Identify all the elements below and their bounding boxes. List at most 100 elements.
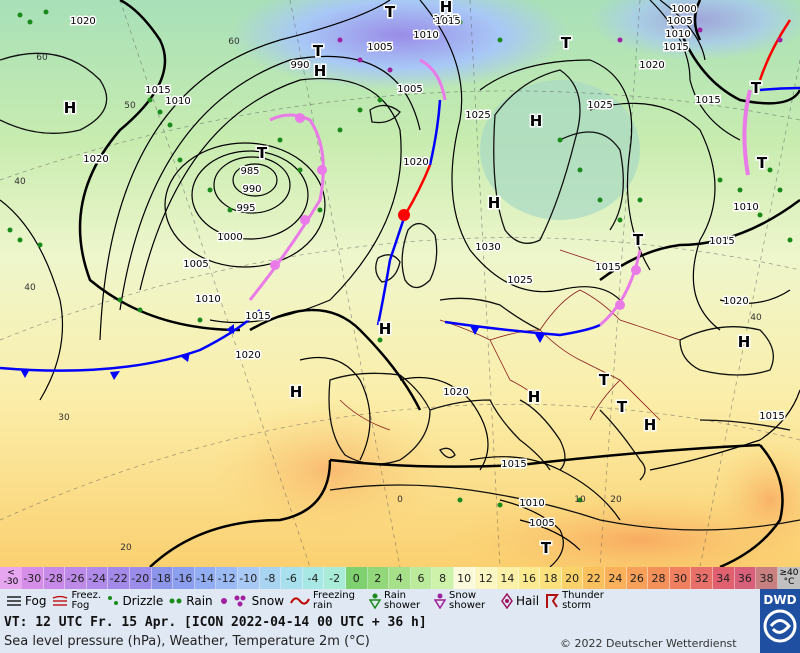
isobar-label: 1020 (723, 296, 748, 307)
temperature-label: 20 (120, 543, 132, 553)
isobar-label: 1010 (519, 498, 544, 509)
isobar-label: 1015 (433, 14, 458, 25)
scale-cell: 6 (410, 567, 433, 589)
legend-rain-label: Rain (186, 594, 213, 608)
rain-shower-icon (369, 593, 382, 609)
scale-cell: -2 (324, 567, 346, 589)
isobars-1015-bold (78, 0, 800, 567)
legend-hail: Hail (501, 593, 539, 609)
isobar-label: 985 (240, 166, 259, 177)
occlusion-russia (742, 89, 752, 176)
freezing-fog-icon (53, 595, 68, 606)
temperature-label: 60 (228, 37, 240, 47)
legend-freezing-rain: Freezing rain (290, 591, 363, 611)
dwd-logo-text: DWD (763, 593, 797, 607)
rain-dots (7, 9, 793, 508)
low-pressure-label: T (385, 3, 396, 21)
scale-cell: -8 (259, 567, 282, 589)
warm-front-bump (398, 209, 410, 221)
legend-snow-shower-label: Snow shower (449, 590, 486, 611)
scale-cell: -22 (108, 567, 130, 589)
scale-low-bottom: -30 (3, 577, 19, 587)
rain-icon (169, 598, 182, 604)
scale-unit-bottom: °C (783, 577, 795, 587)
snow-icon (220, 595, 246, 607)
scale-cell: 4 (389, 567, 411, 589)
valid-time: VT: 12 UTC Fr. 15 Apr. [ICON 2022-04-14 … (4, 615, 427, 630)
scale-cell: 2 (367, 567, 390, 589)
low-pressure-label: T (751, 79, 762, 97)
legend-rain-shower-label: Rain shower (384, 590, 421, 611)
low-pressure-label: T (313, 42, 324, 60)
high-pressure-label: H (488, 194, 501, 212)
legend-drizzle: Drizzle (107, 594, 163, 608)
scale-cell: 32 (691, 567, 713, 589)
high-pressure-label: H (290, 383, 303, 401)
isobar-label: 1025 (507, 275, 532, 286)
isobar-label: 990 (242, 184, 261, 195)
scale-low-top: < (7, 568, 15, 578)
country-borders (339, 249, 681, 431)
africa-warm-area (440, 490, 800, 567)
scale-cell: -30 (22, 567, 44, 589)
high-pressure-label: H (738, 333, 751, 351)
scale-unit-top: ≥40 (779, 568, 799, 578)
scale-cell: -26 (65, 567, 87, 589)
scale-cell: -6 (281, 567, 303, 589)
isobar-label: 1010 (733, 202, 758, 213)
scale-cell: -12 (216, 567, 238, 589)
isobar-label: 990 (290, 60, 309, 71)
scandinavia-cool-area (480, 80, 640, 220)
drizzle-icon (108, 596, 119, 605)
scale-cell: 14 (497, 567, 519, 589)
cold-front-biscay (376, 214, 407, 326)
legend-rain-shower: Rain shower (369, 591, 428, 611)
scale-cell: 16 (518, 567, 541, 589)
scale-cell: -28 (43, 567, 66, 589)
occlusion-low-marks (270, 113, 327, 270)
cold-front-north (428, 99, 442, 166)
isobar-label: 1015 (759, 411, 784, 422)
scale-low-cell: < -30 (0, 567, 22, 589)
scale-cell: -18 (151, 567, 174, 589)
scale-unit-cell: ≥40 °C (778, 567, 800, 589)
legend-thunderstorm: Thunder storm (545, 591, 608, 611)
cold-front-central-europe-teeth (470, 326, 545, 343)
isobar-label: 1010 (195, 294, 220, 305)
scale-cell: -4 (302, 567, 325, 589)
cold-front-russia (759, 86, 800, 92)
scale-cell: 10 (453, 567, 476, 589)
scale-cell: 8 (432, 567, 454, 589)
low-pressure-label: T (257, 144, 268, 162)
high-pressure-label: H (440, 0, 453, 16)
isobar-label: 1015 (501, 459, 526, 470)
scale-cell: -10 (237, 567, 260, 589)
high-pressure-label: H (528, 388, 541, 406)
isobar-label: 1010 (165, 96, 190, 107)
isobar-label: 1015 (695, 95, 720, 106)
temperature-scale: < -30 -30 -28 -26 -24 -22 -20 -18 -16 -14 -12 -10-… (0, 567, 800, 589)
scale-cell: 36 (734, 567, 757, 589)
symbol-legend: Fog Freez. Fog Drizzle Rain Snow Freezin… (0, 589, 760, 613)
scale-cell: -24 (86, 567, 109, 589)
coastlines (0, 52, 800, 531)
scale-cell: 38 (756, 567, 778, 589)
isobar-label: 1020 (83, 154, 108, 165)
scale-cell: 12 (475, 567, 498, 589)
scale-cell: 22 (583, 567, 606, 589)
isobar-label: 1020 (403, 157, 428, 168)
scale-cell: 34 (713, 567, 735, 589)
temperature-label: 10 (574, 495, 586, 505)
fog-icon (7, 596, 21, 606)
scale-cell: -16 (173, 567, 195, 589)
isobar-label: 1020 (639, 60, 664, 71)
high-pressure-label: H (379, 320, 392, 338)
isobar-label: 1005 (397, 84, 422, 95)
cold-front-central-europe (444, 320, 601, 337)
temperature-label: 60 (36, 53, 48, 63)
high-pressure-label: H (644, 416, 657, 434)
legend-freezing-fog-label: Freez. Fog (71, 590, 102, 611)
isobar-label: 1000 (217, 232, 242, 243)
